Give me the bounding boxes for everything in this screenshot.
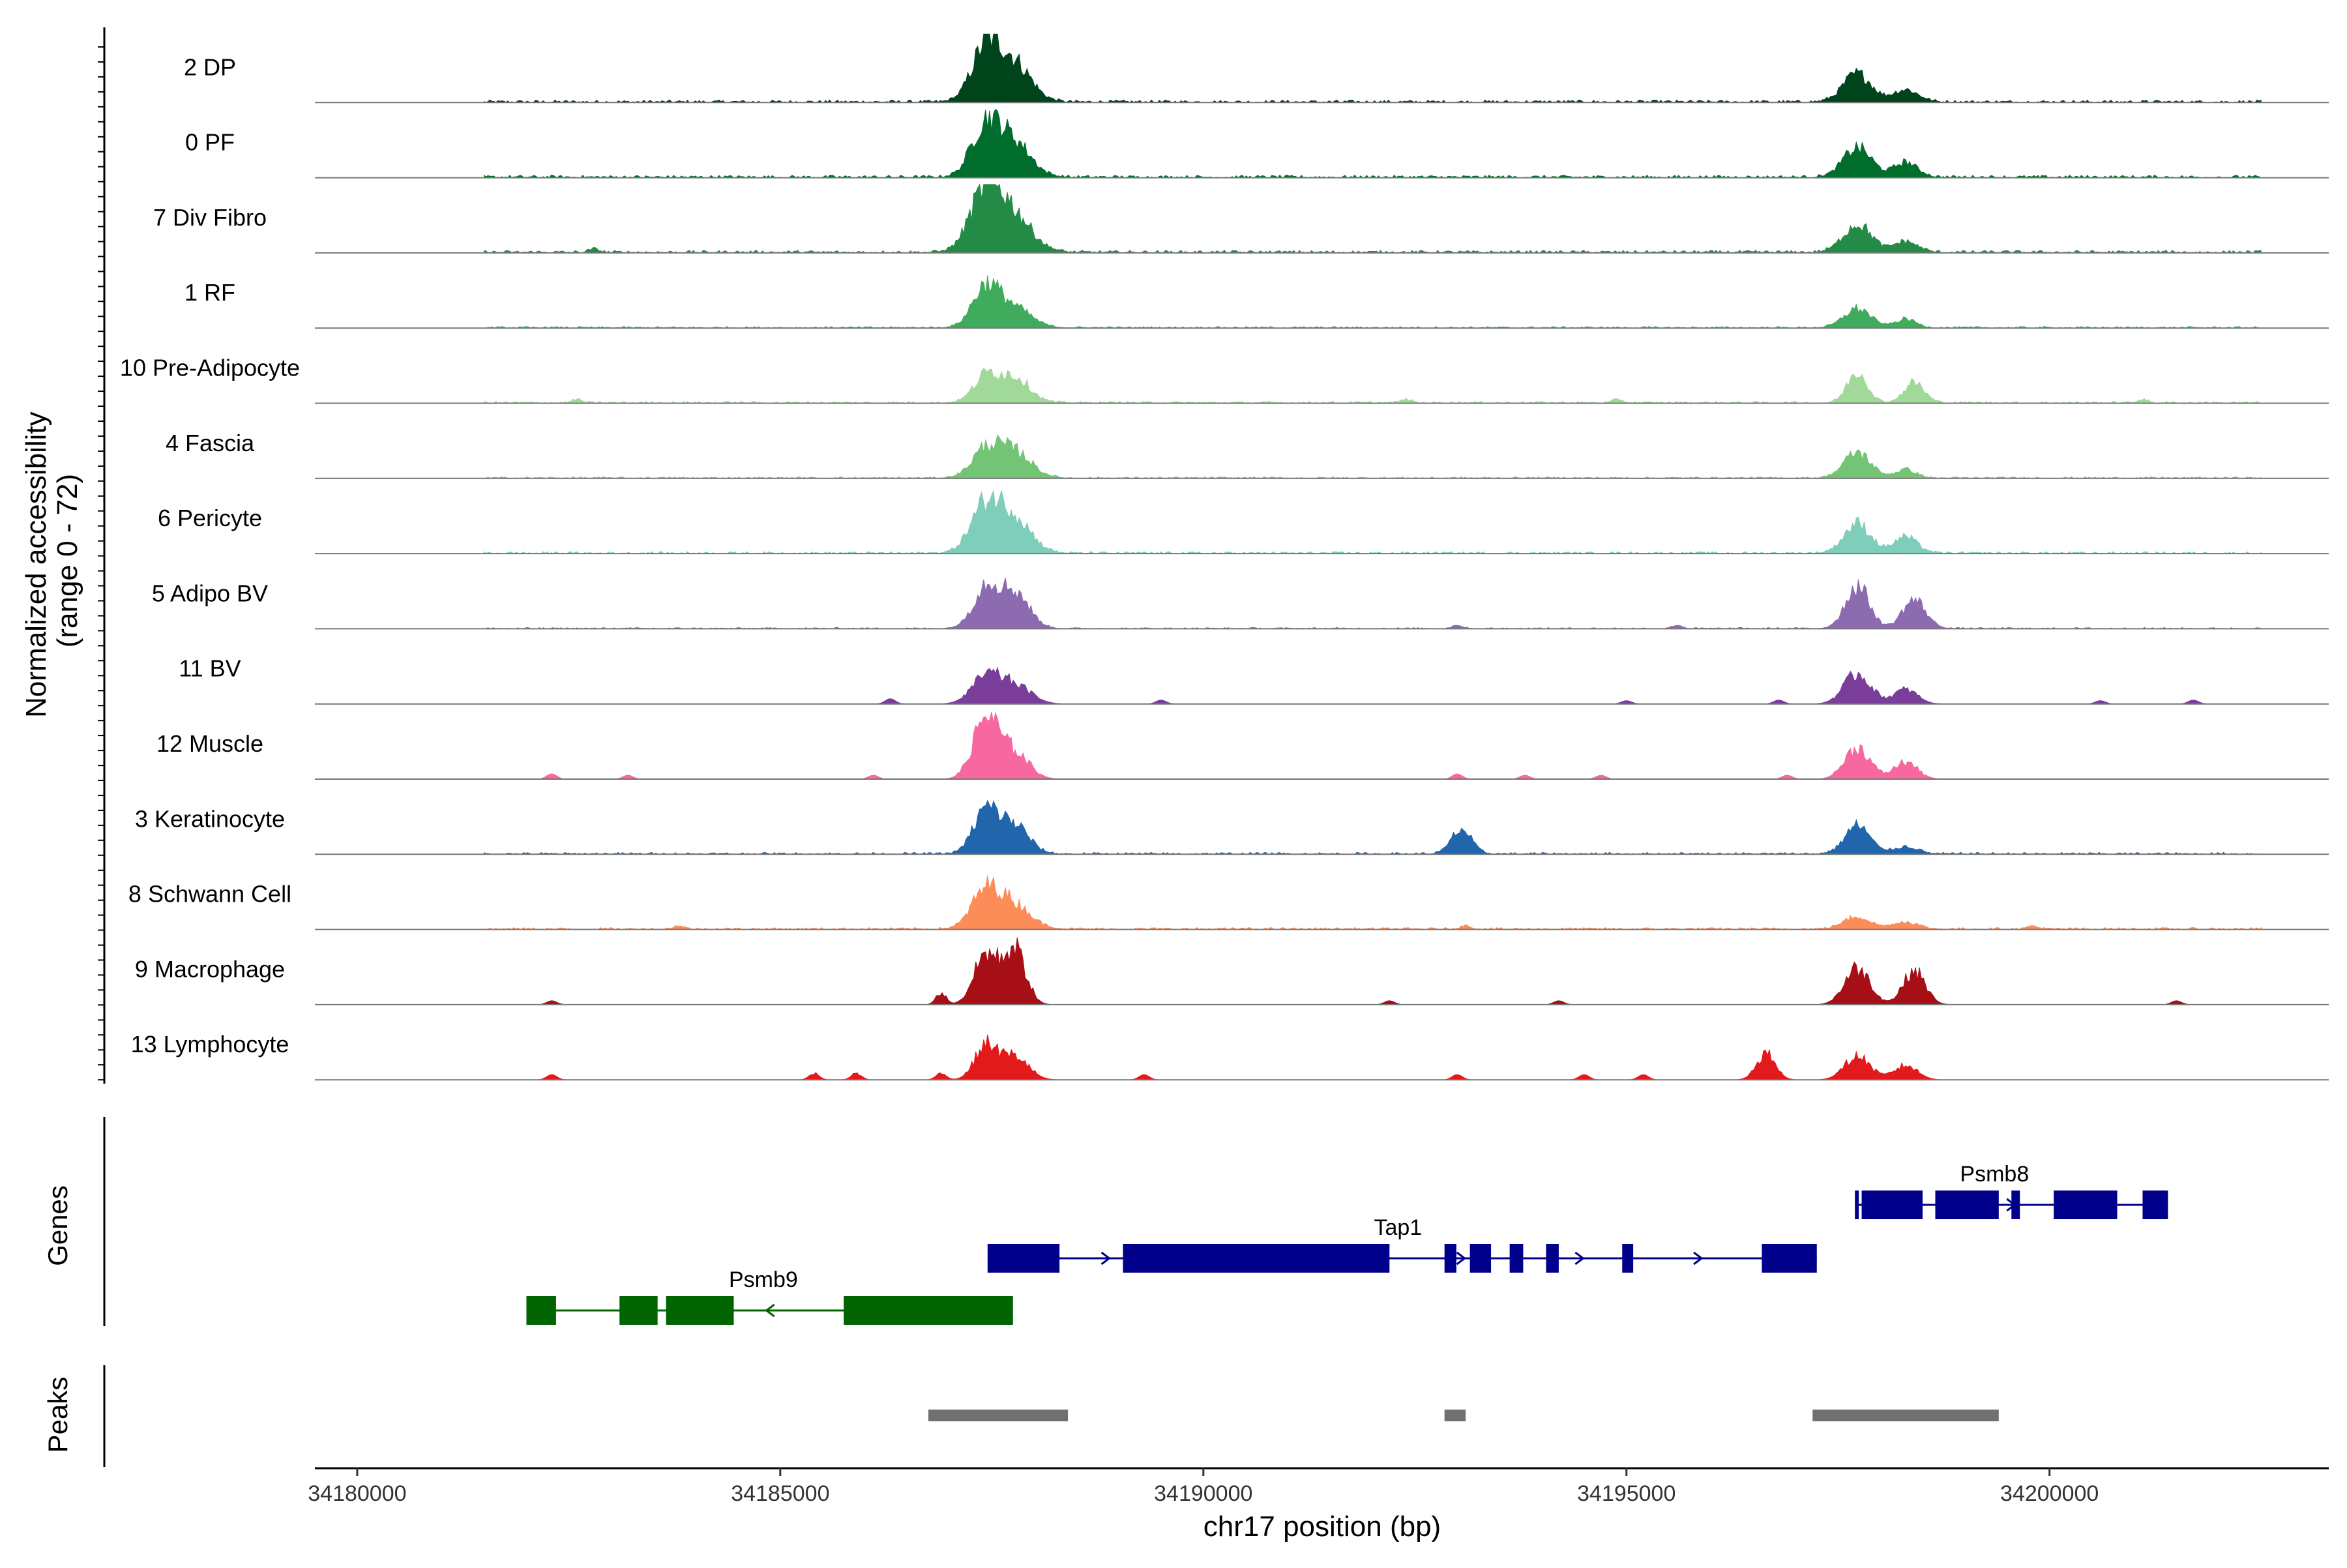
strand-arrow-icon [1456, 1251, 1467, 1265]
track-label: 9 Macrophage [135, 956, 285, 983]
x-tick-label: 34200000 [2000, 1481, 2099, 1506]
track-5-adipo-bv: 5 Adipo BV [152, 577, 2329, 630]
track-12-muscle: 12 Muscle [156, 711, 2329, 780]
genes-layer: Psmb9 Tap1 Psmb8 [103, 1117, 2168, 1326]
peaks-layer [103, 1365, 1999, 1467]
gene-exon [1546, 1244, 1559, 1273]
track-label: 8 Schwann Cell [128, 881, 291, 908]
x-axis-layer: 34180000 34185000 34190000 34195000 34200000 [308, 1467, 2329, 1506]
y-axis-title: Normalized accessibility (range 0 - 72) [20, 404, 83, 718]
gene-exon [844, 1296, 1013, 1325]
gene-exon [526, 1296, 556, 1325]
x-tick-label: 34185000 [731, 1481, 829, 1506]
coverage-area [484, 666, 2262, 705]
track-label: 1 RF [185, 279, 235, 306]
coverage-area [484, 434, 2262, 479]
peak-region [1812, 1410, 1999, 1421]
track-label: 10 Pre-Adipocyte [120, 355, 300, 381]
track-0-pf: 0 PF [185, 108, 2329, 179]
gene-exon [666, 1296, 734, 1325]
tracks-layer: 2 DP 0 PF 7 Div Fibro 1 RF 10 Pre-Adipocyte 4… [120, 33, 2329, 1081]
track-label: 2 DP [184, 53, 236, 80]
gene-exon [2142, 1191, 2168, 1219]
strand-arrow-icon [1100, 1251, 1112, 1265]
coverage-area [484, 875, 2262, 930]
peak-region [928, 1410, 1069, 1421]
gene-exon [1469, 1244, 1492, 1273]
track-9-macrophage: 9 Macrophage [135, 937, 2329, 1005]
gene-label: Psmb8 [1960, 1162, 2029, 1187]
track-label: 5 Adipo BV [152, 580, 268, 606]
gene-tap1: Tap1 [987, 1215, 1817, 1273]
gene-exon [2011, 1191, 2020, 1219]
coverage-area [484, 275, 2262, 329]
coverage-area [484, 33, 2262, 104]
gene-psmb8: Psmb8 [1855, 1162, 2168, 1219]
gene-exon [2054, 1191, 2118, 1219]
track-7-div-fibro: 7 Div Fibro [153, 183, 2329, 254]
coverage-area [484, 937, 2262, 1005]
track-3-keratinocyte: 3 Keratinocyte [135, 799, 2329, 855]
strand-arrow-icon [1693, 1251, 1704, 1265]
track-label: 4 Fascia [166, 430, 255, 456]
track-label: 11 BV [179, 655, 241, 682]
coverage-area [484, 577, 2262, 629]
coverage-area [484, 1034, 2262, 1080]
gene-exon [1444, 1244, 1456, 1273]
track-4-fascia: 4 Fascia [166, 430, 2329, 479]
gene-label: Tap1 [1374, 1215, 1422, 1240]
gene-label: Psmb9 [729, 1267, 798, 1292]
track-label: 6 Pericyte [158, 505, 262, 531]
coverage-area [484, 490, 2262, 554]
gene-exon [1509, 1244, 1524, 1273]
gene-exon [1935, 1191, 1999, 1219]
track-8-schwann-cell: 8 Schwann Cell [128, 875, 2329, 930]
track-1-rf: 1 RF [185, 275, 2329, 329]
track-6-pericyte: 6 Pericyte [158, 490, 2329, 555]
gene-exon [987, 1244, 1060, 1273]
strand-arrow-icon [765, 1303, 775, 1318]
gene-exon [1861, 1191, 1923, 1219]
track-label: 12 Muscle [156, 730, 263, 757]
track-label: 0 PF [185, 129, 235, 156]
track-label: 13 Lymphocyte [131, 1031, 289, 1058]
coverage-area [484, 711, 2262, 780]
gene-exon [1855, 1191, 1859, 1219]
track-11-bv: 11 BV [179, 655, 2329, 705]
genes-panel-title: Genes [42, 1185, 73, 1266]
strand-arrow-icon [1574, 1251, 1585, 1265]
x-tick-label: 34195000 [1577, 1481, 1675, 1506]
coverage-area [484, 183, 2262, 254]
coverage-area [484, 368, 2262, 404]
coverage-area [484, 108, 2262, 179]
x-axis-title: chr17 position (bp) [1203, 1511, 1441, 1543]
peak-region [1444, 1410, 1466, 1421]
peaks-panel-title: Peaks [42, 1377, 73, 1453]
track-label: 3 Keratinocyte [135, 805, 285, 832]
gene-exon [1622, 1244, 1634, 1273]
y-axis-title-line1: Normalized accessibility [20, 411, 52, 717]
gene-exon [1123, 1244, 1390, 1273]
track-2-dp: 2 DP [184, 33, 2329, 104]
gene-psmb9: Psmb9 [526, 1267, 1013, 1325]
track-13-lymphocyte: 13 Lymphocyte [131, 1031, 2329, 1081]
x-tick-label: 34180000 [308, 1481, 406, 1506]
gene-exon [619, 1296, 658, 1325]
track-label: 7 Div Fibro [153, 204, 267, 231]
track-10-pre-adipocyte: 10 Pre-Adipocyte [120, 355, 2329, 404]
left-axis-layer [98, 27, 106, 1084]
gene-exon [1762, 1244, 1817, 1273]
coverage-area [484, 799, 2262, 855]
y-axis-title-line2: (range 0 - 72) [52, 474, 83, 648]
x-tick-label: 34190000 [1154, 1481, 1252, 1506]
